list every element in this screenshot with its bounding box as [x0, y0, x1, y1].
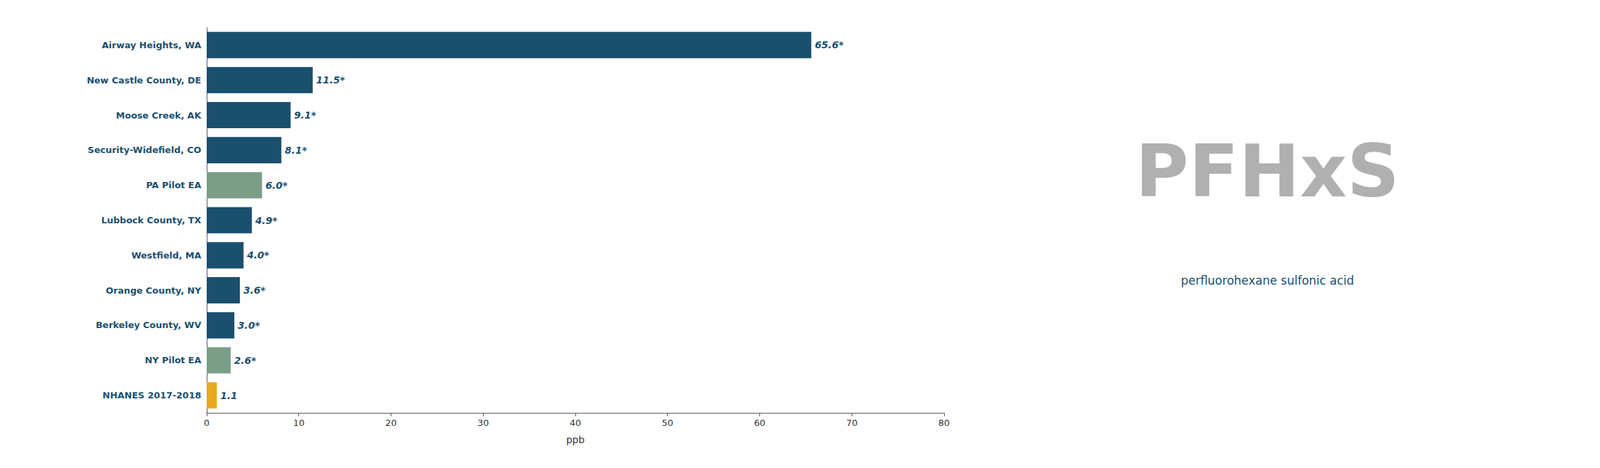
svg-text:Lubbock County, TX: Lubbock County, TX [101, 214, 202, 226]
svg-text:NY Pilot EA: NY Pilot EA [144, 354, 202, 366]
svg-text:70: 70 [846, 417, 858, 428]
svg-text:8.1*: 8.1* [284, 144, 308, 156]
svg-text:ppb: ppb [566, 434, 586, 446]
svg-text:80: 80 [938, 417, 951, 428]
svg-text:0: 0 [203, 417, 210, 428]
svg-text:4.9*: 4.9* [254, 214, 279, 227]
svg-text:Airway Heights, WA: Airway Heights, WA [101, 39, 202, 51]
svg-text:Westfield, MA: Westfield, MA [131, 250, 202, 261]
svg-text:65.6*: 65.6* [814, 39, 845, 51]
svg-text:20: 20 [385, 417, 397, 428]
svg-text:6.0*: 6.0* [265, 179, 289, 191]
svg-text:perfluorohexane sulfonic acid: perfluorohexane sulfonic acid [1181, 273, 1355, 288]
svg-text:Berkeley County, WV: Berkeley County, WV [95, 319, 202, 331]
svg-text:PA Pilot EA: PA Pilot EA [146, 179, 202, 191]
svg-text:3.0*: 3.0* [237, 319, 261, 331]
svg-text:60: 60 [753, 417, 766, 428]
svg-text:40: 40 [569, 417, 582, 428]
svg-text:3.6*: 3.6* [243, 284, 266, 296]
svg-text:PFHxS: PFHxS [1135, 128, 1401, 214]
svg-text:Orange County, NY: Orange County, NY [105, 285, 202, 296]
svg-text:Security-Widefield, CO: Security-Widefield, CO [87, 144, 202, 156]
svg-text:2.6*: 2.6* [234, 354, 258, 366]
svg-text:50: 50 [661, 417, 674, 428]
svg-text:New Castle County, DE: New Castle County, DE [86, 75, 202, 86]
svg-text:10: 10 [292, 417, 305, 428]
svg-text:9.1*: 9.1* [294, 109, 317, 121]
svg-text:Moose Creek, AK: Moose Creek, AK [115, 110, 202, 121]
svg-text:1.1: 1.1 [220, 390, 238, 402]
svg-text:4.0*: 4.0* [245, 249, 270, 261]
svg-text:NHANES 2017-2018: NHANES 2017-2018 [102, 390, 202, 401]
svg-text:30: 30 [477, 417, 490, 428]
svg-text:11.5*: 11.5* [316, 74, 346, 86]
